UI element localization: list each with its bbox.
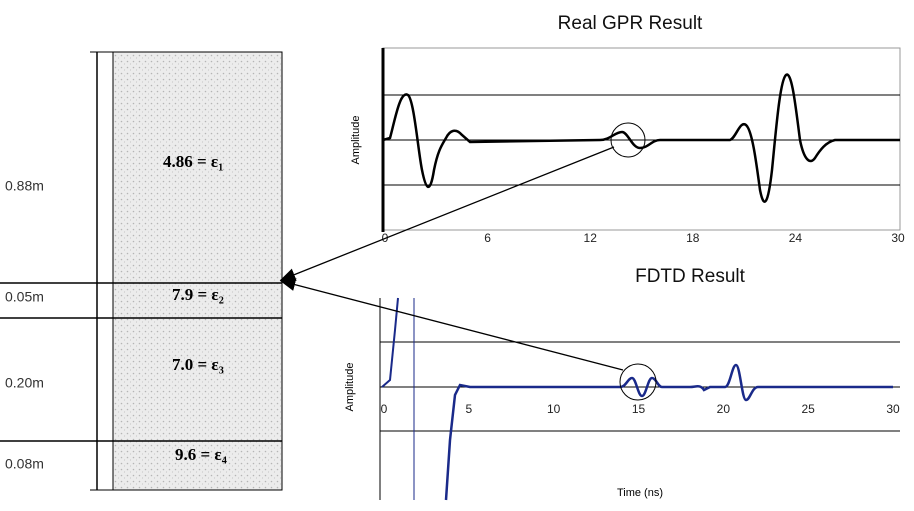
x-axis-label: Time (ns): [617, 487, 663, 499]
y-axis-label: Amplitude: [344, 363, 356, 412]
x-tick-label: 20: [717, 402, 731, 416]
x-tick-label: 10: [547, 402, 561, 416]
x-tick-label: 18: [686, 231, 700, 245]
x-tick-label: 5: [465, 402, 472, 416]
plot-title: FDTD Result: [635, 266, 746, 287]
x-tick-label: 25: [801, 402, 815, 416]
permittivity: 7.9 = ε₂: [172, 285, 224, 304]
arrow: [279, 278, 624, 371]
layer-thickness: 0.20m: [5, 375, 44, 391]
x-tick-label: 6: [484, 231, 491, 245]
plot-title: Real GPR Result: [558, 13, 703, 34]
permittivity: 4.86 = ε₁: [163, 152, 223, 171]
permittivity: 7.0 = ε₃: [172, 355, 224, 374]
fdtd-plot: [379, 297, 900, 501]
x-tick-label: 24: [789, 231, 803, 245]
soil-column: [0, 51, 283, 491]
x-tick-label: 15: [632, 402, 646, 416]
y-axis-label: Amplitude: [350, 116, 362, 165]
x-tick-label: 0: [381, 402, 388, 416]
x-tick-label: 12: [584, 231, 598, 245]
layer-thickness: 0.05m: [5, 289, 44, 305]
layer-thickness: 0.08m: [5, 456, 44, 472]
permittivity: 9.6 = ε₄: [175, 445, 227, 464]
x-tick-label: 30: [886, 402, 900, 416]
x-tick-label: 30: [891, 231, 905, 245]
layer-thickness: 0.88m: [5, 178, 44, 194]
gpr-plot: [381, 47, 901, 232]
arrow: [279, 146, 615, 281]
